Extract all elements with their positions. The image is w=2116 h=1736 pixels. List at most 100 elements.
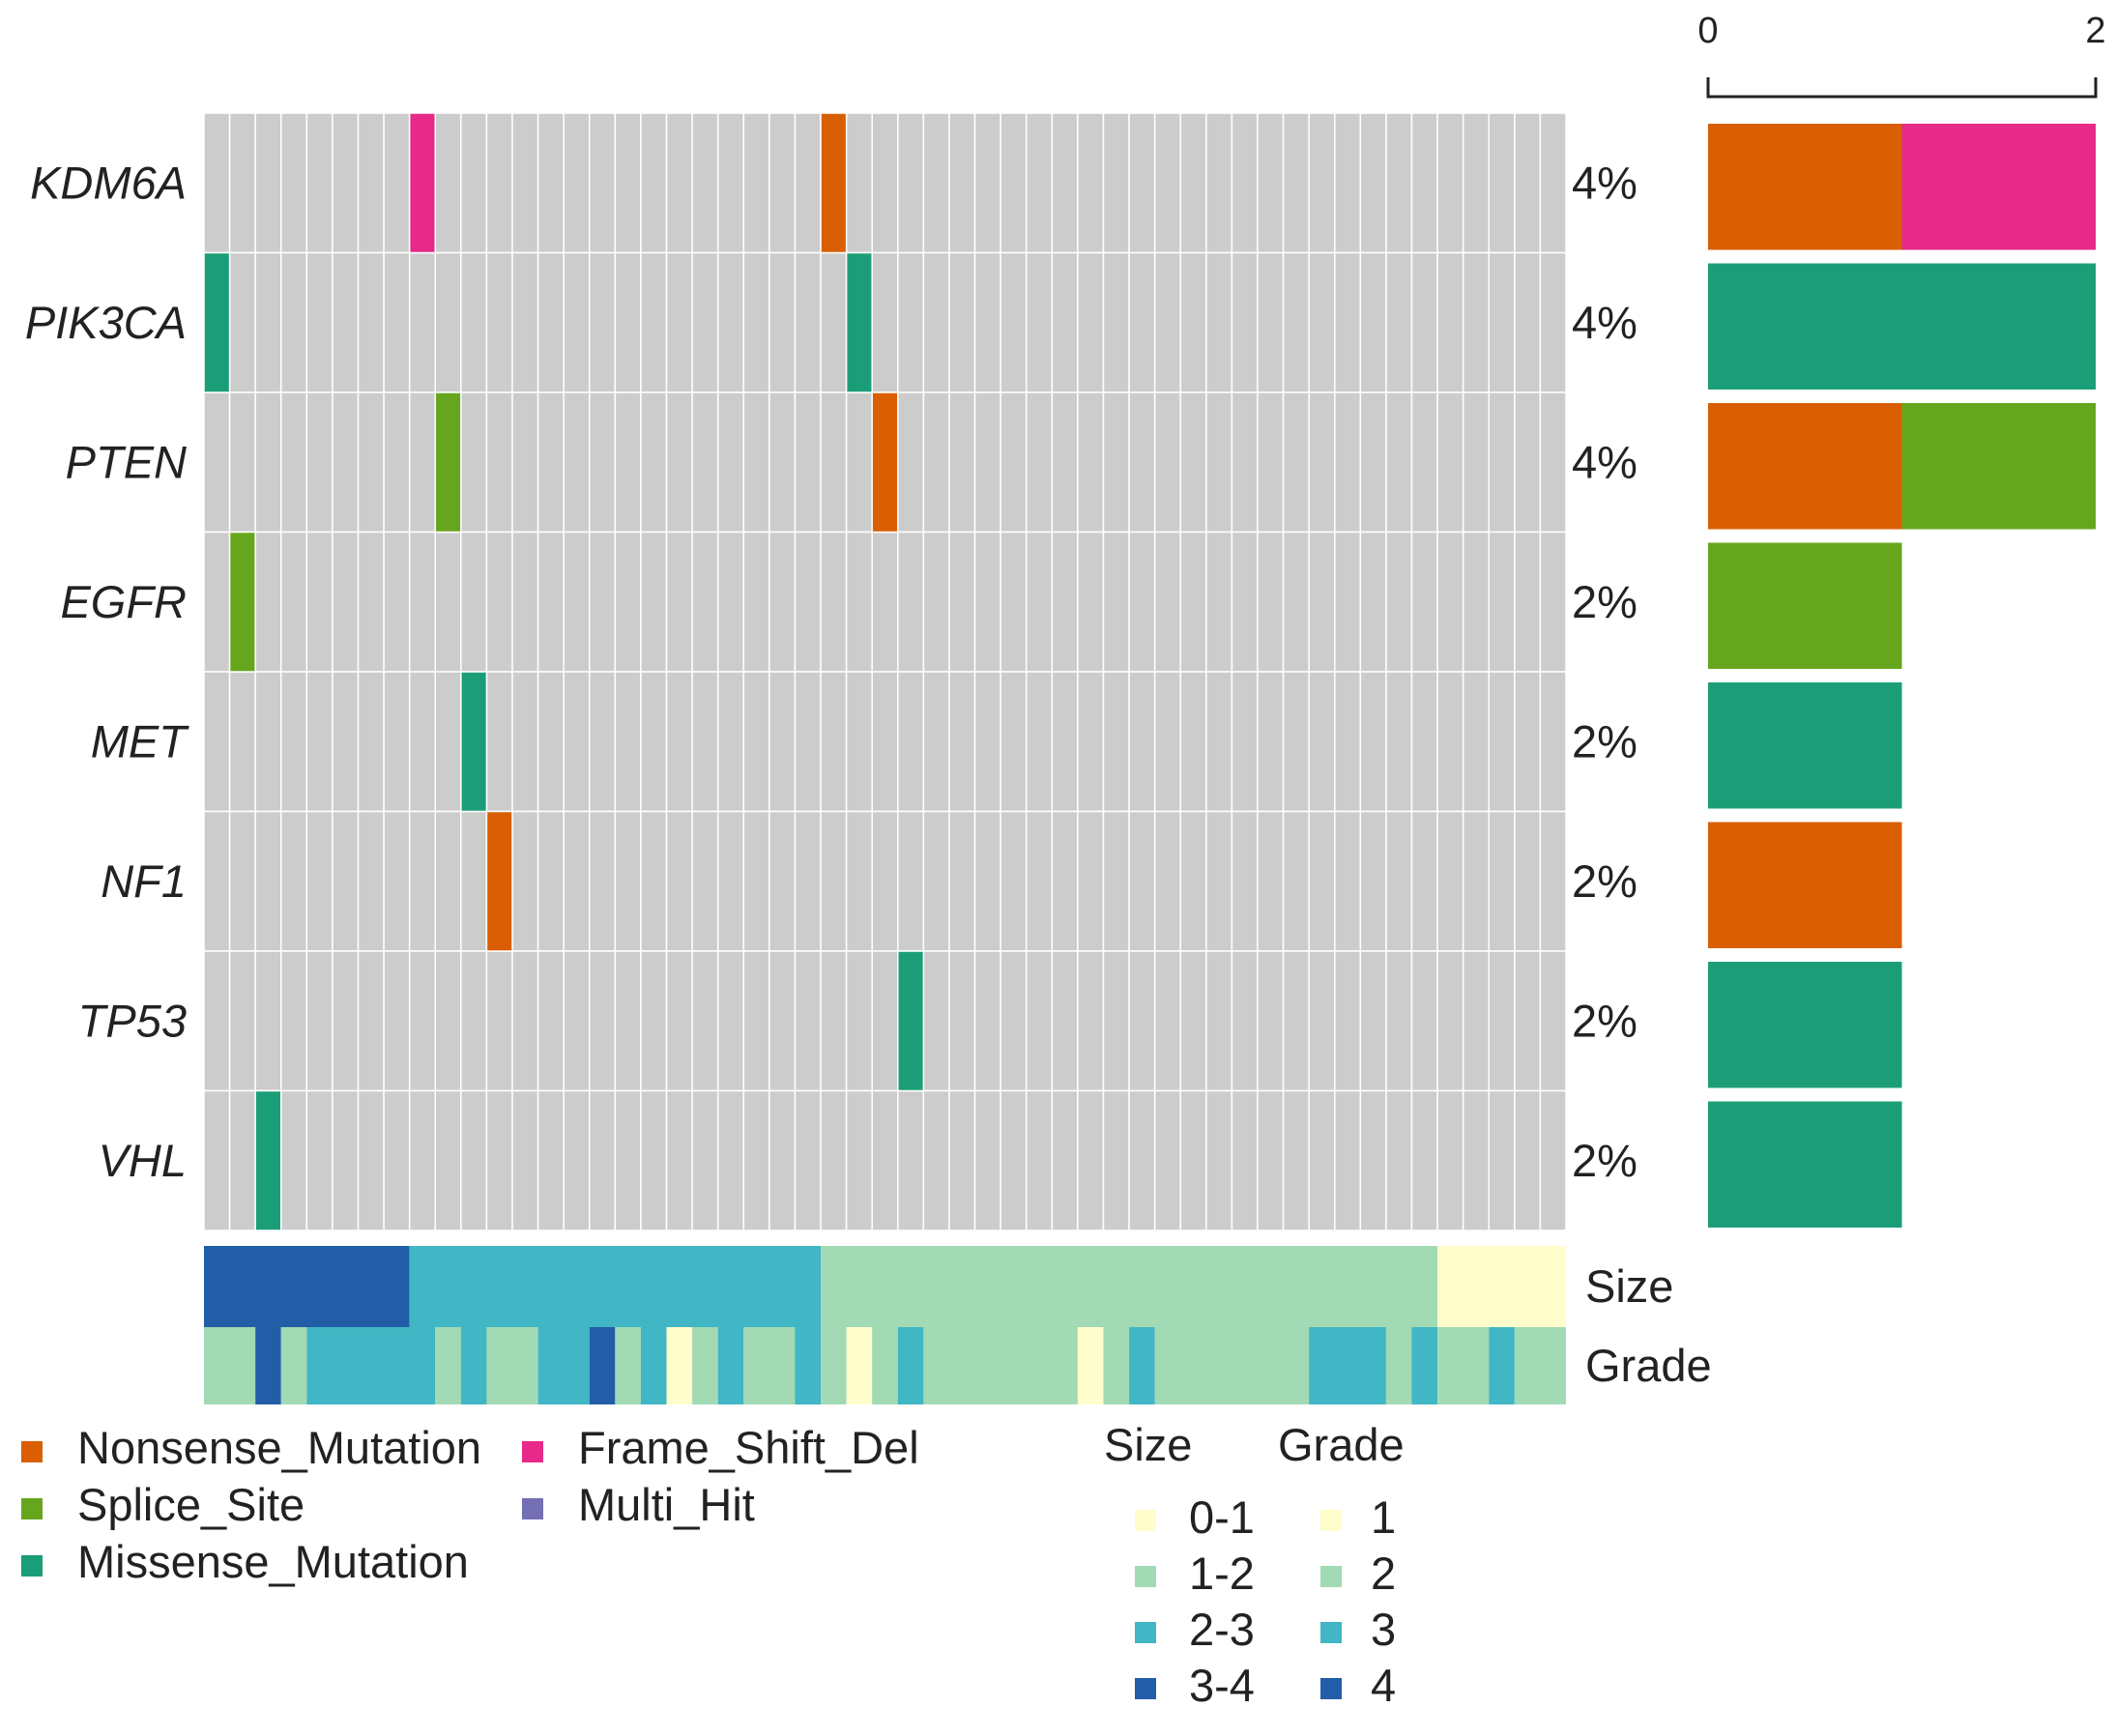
grid-cell xyxy=(254,950,282,1092)
grid-cell xyxy=(1102,251,1130,393)
grid-cell xyxy=(742,112,770,254)
grid-cell xyxy=(1333,531,1362,673)
grid-cell xyxy=(434,112,462,254)
grid-cell xyxy=(1205,671,1233,813)
grid-cell xyxy=(485,391,513,534)
grid-cell xyxy=(383,950,411,1092)
grid-cell xyxy=(742,671,770,813)
grid-cell xyxy=(1051,1089,1079,1231)
grid-cell xyxy=(1488,391,1516,534)
grid-cell xyxy=(1102,950,1130,1092)
grid-cell xyxy=(1359,671,1387,813)
grid-cell xyxy=(897,531,925,673)
grid-cell xyxy=(742,1089,770,1231)
grid-cell xyxy=(1153,950,1181,1092)
grade-legend-swatch xyxy=(1320,1622,1342,1643)
grid-cell xyxy=(1410,531,1438,673)
grid-cell xyxy=(1488,810,1516,952)
percent-label-met: 2% xyxy=(1572,715,1638,767)
grid-cell xyxy=(1359,810,1387,952)
grid-cell xyxy=(203,112,231,254)
grid-cell xyxy=(1153,671,1181,813)
grid-cell xyxy=(254,531,282,673)
grid-cell xyxy=(536,112,565,254)
grid-cell xyxy=(1000,251,1028,393)
grid-cell xyxy=(794,810,822,952)
grid-cell xyxy=(1488,671,1516,813)
annotation-cell-grade xyxy=(795,1327,822,1404)
size-legend-swatch xyxy=(1135,1622,1156,1643)
grid-cell xyxy=(1359,1089,1387,1231)
grid-cell xyxy=(1257,950,1285,1092)
annotation-cell-size xyxy=(1437,1246,1566,1327)
grid-cell xyxy=(332,810,360,952)
grid-cell xyxy=(1077,531,1105,673)
grid-cell xyxy=(305,1089,333,1231)
grid-cell xyxy=(973,1089,1001,1231)
annotation-cell-grade xyxy=(204,1327,256,1404)
grid-cell xyxy=(383,531,411,673)
grid-cell xyxy=(640,391,668,534)
annotation-cell-grade xyxy=(615,1327,641,1404)
annotation-cell-grade xyxy=(255,1327,281,1404)
grid-cell xyxy=(1462,1089,1490,1231)
mutation-cell-kdm6a xyxy=(820,112,848,254)
grid-cell xyxy=(228,1089,256,1231)
grid-cell xyxy=(563,112,591,254)
grid-cell xyxy=(973,531,1001,673)
grid-cell xyxy=(1205,950,1233,1092)
mutation-cell-tp53 xyxy=(897,950,925,1092)
grid-cell xyxy=(1333,251,1362,393)
grid-cell xyxy=(357,671,385,813)
mutation-cells xyxy=(203,112,925,1231)
grid-cell xyxy=(665,671,693,813)
grade-legend-title: Grade xyxy=(1278,1419,1405,1470)
grid-cell xyxy=(1333,950,1362,1092)
bar-segment-nf1 xyxy=(1708,822,1902,948)
grid-cell xyxy=(1179,950,1207,1092)
grid-cell xyxy=(434,1089,462,1231)
grid-cell xyxy=(536,391,565,534)
grid-cell xyxy=(1539,112,1567,254)
grid-cell xyxy=(1282,391,1310,534)
annotation-cell-grade xyxy=(872,1327,898,1404)
grid-cell xyxy=(691,112,719,254)
grid-cell xyxy=(922,671,950,813)
grid-cell xyxy=(768,531,797,673)
grid-cell xyxy=(665,810,693,952)
grid-cell xyxy=(897,112,925,254)
grid-cell xyxy=(1231,671,1259,813)
bar-segment-pten xyxy=(1708,403,1902,530)
grid-cell xyxy=(1025,112,1054,254)
grid-cell xyxy=(768,810,797,952)
grid-cell xyxy=(922,810,950,952)
grid-cell xyxy=(1205,112,1233,254)
grid-cell xyxy=(1410,950,1438,1092)
grid-cell xyxy=(383,251,411,393)
grid-cell xyxy=(640,1089,668,1231)
grid-cell xyxy=(614,531,642,673)
grid-cell xyxy=(948,112,976,254)
clinical-annotation-tracks: Size Grade xyxy=(204,1246,1712,1404)
grid-cell xyxy=(1257,1089,1285,1231)
grid-cell xyxy=(1153,251,1181,393)
size-legend-label: 2-3 xyxy=(1189,1604,1255,1655)
grid-cell xyxy=(1308,112,1336,254)
grid-cell xyxy=(1179,810,1207,952)
grid-cell xyxy=(1359,950,1387,1092)
legend-swatch-multi_hit xyxy=(522,1498,543,1519)
grid-cell xyxy=(485,1089,513,1231)
annotation-cell-size xyxy=(204,1246,410,1327)
grid-cell xyxy=(1000,810,1028,952)
grid-cell xyxy=(716,671,745,813)
grid-cell xyxy=(228,950,256,1092)
annotation-cell-grade xyxy=(821,1327,847,1404)
grid-cell xyxy=(1128,1089,1156,1231)
grid-cell xyxy=(742,391,770,534)
grid-cell xyxy=(305,531,333,673)
grid-cell xyxy=(408,671,437,813)
grid-cell xyxy=(1436,251,1464,393)
grid-cell xyxy=(228,251,256,393)
grid-cell xyxy=(332,531,360,673)
grid-cell xyxy=(1462,671,1490,813)
